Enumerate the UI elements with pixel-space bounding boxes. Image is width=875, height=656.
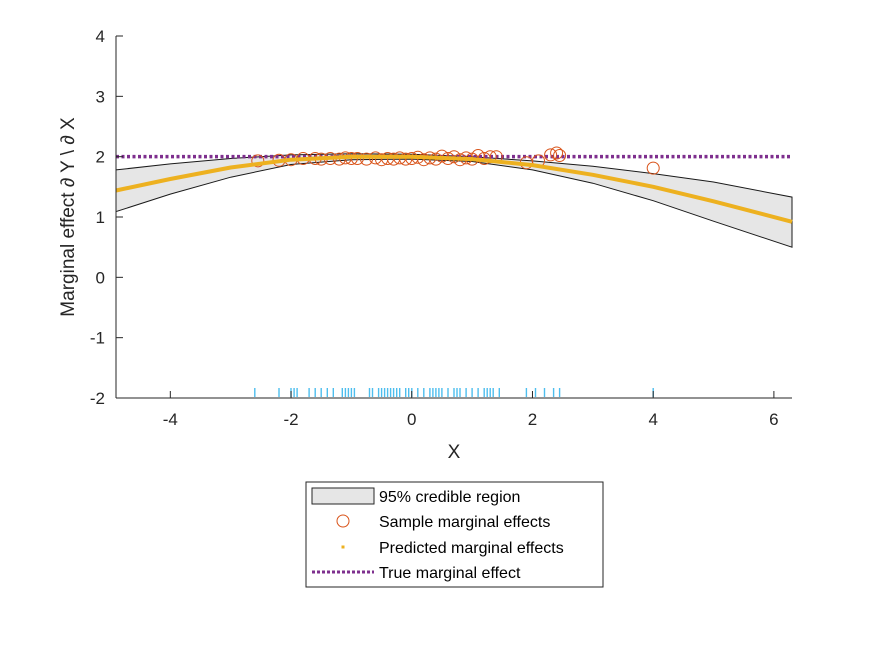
credible-region-band [115, 153, 793, 248]
legend-label-credible-region: 95% credible region [379, 489, 520, 506]
y-tick-label: 0 [96, 268, 105, 287]
legend-label-true: True marginal effect [379, 565, 521, 582]
sample-point [544, 148, 558, 162]
y-tick-label: -1 [90, 329, 105, 348]
sample-point [646, 161, 660, 175]
legend-swatch-predicted-marker [341, 545, 345, 549]
x-tick-label: 0 [407, 410, 416, 429]
y-tick-label: 4 [96, 27, 105, 46]
x-tick-label: 4 [648, 410, 657, 429]
x-tick-label: 6 [769, 410, 778, 429]
legend-label-predicted: Predicted marginal effects [379, 540, 564, 557]
x-tick-label: -2 [283, 410, 298, 429]
y-tick-label: 3 [96, 87, 105, 106]
x-tick-label: 2 [528, 410, 537, 429]
y-tick-label: 2 [96, 148, 105, 167]
axes: -4 -2 0 2 4 6 -2 -1 0 1 2 3 4 [90, 27, 792, 429]
y-tick-label: -2 [90, 389, 105, 408]
legend-swatch-sample-marker [336, 514, 350, 528]
legend-label-sample: Sample marginal effects [379, 514, 550, 531]
legend-swatch-credible-region [311, 487, 375, 505]
x-axis-label: X [448, 442, 461, 463]
sample-point [550, 146, 564, 160]
plot-area [115, 146, 793, 397]
y-tick-label: 1 [96, 208, 105, 227]
sample-point [360, 152, 373, 166]
y-axis-label: Marginal effect ∂ Y \ ∂ X [58, 117, 79, 317]
sample-point [251, 154, 265, 168]
predicted-marginal-effects-line [115, 154, 793, 224]
x-tick-label: -4 [163, 410, 178, 429]
legend: 95% credible region Sample marginal effe… [305, 481, 604, 588]
sample-point [553, 149, 567, 162]
